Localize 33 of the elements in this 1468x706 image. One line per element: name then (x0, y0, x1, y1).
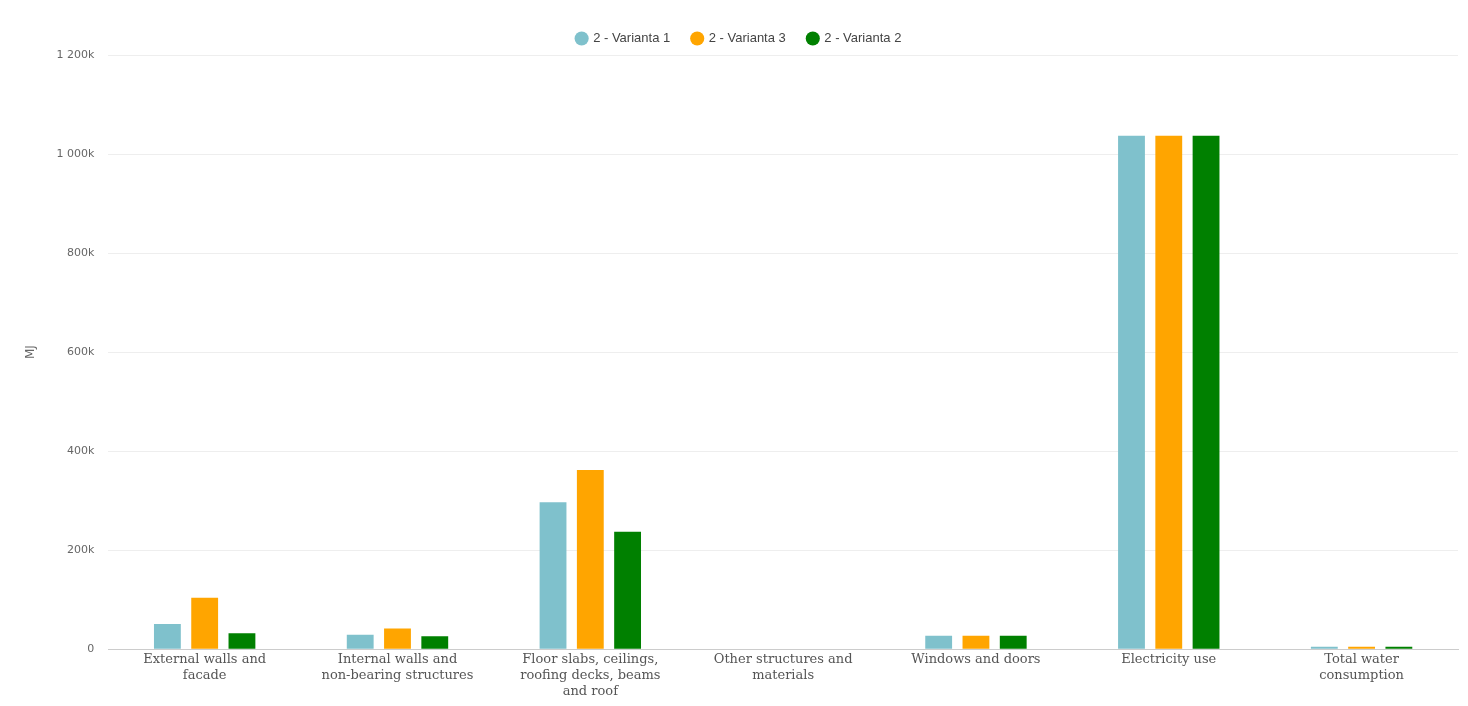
legend-label: 2 - Varianta 1 (593, 30, 671, 46)
bar (539, 502, 567, 649)
x-tick-label: Other structures and materials (713, 651, 853, 682)
y-tick-label: 200k (66, 543, 95, 557)
bar (925, 635, 953, 649)
bar (1155, 135, 1183, 649)
x-tick-label: Floor slabs, ceilings, roofing decks, beams and roof (520, 651, 661, 698)
bar (346, 634, 374, 649)
legend-label: 2 - Varianta 2 (824, 30, 902, 46)
bar (421, 636, 449, 649)
x-tick-label: Electricity use (1121, 651, 1217, 667)
x-tick-label: Windows and doors (911, 651, 1041, 667)
y-tick-label: 800k (66, 245, 95, 259)
y-tick-label: 600k (66, 344, 95, 358)
bar (153, 623, 181, 649)
bar (1192, 135, 1220, 649)
y-tick-label: 400k (66, 443, 95, 457)
x-tick-label: External walls and facade (143, 651, 267, 682)
x-tick-label: Total water consumption (1319, 651, 1405, 682)
y-tick-label: 1 000k (56, 146, 95, 160)
bar (1118, 135, 1145, 649)
legend-label: 2 - Varianta 3 (708, 30, 786, 46)
x-tick-label: Internal walls and non-bearing structures (321, 651, 474, 682)
y-tick-label: 1 200k (56, 47, 95, 61)
bar (228, 633, 256, 649)
bar (614, 531, 642, 649)
y-tick-label: 0 (87, 642, 95, 656)
bar (191, 597, 219, 649)
y-axis-title: MJ (23, 345, 38, 360)
bar (384, 628, 411, 649)
bar (999, 635, 1027, 649)
bar (962, 635, 990, 649)
bar (576, 469, 604, 649)
